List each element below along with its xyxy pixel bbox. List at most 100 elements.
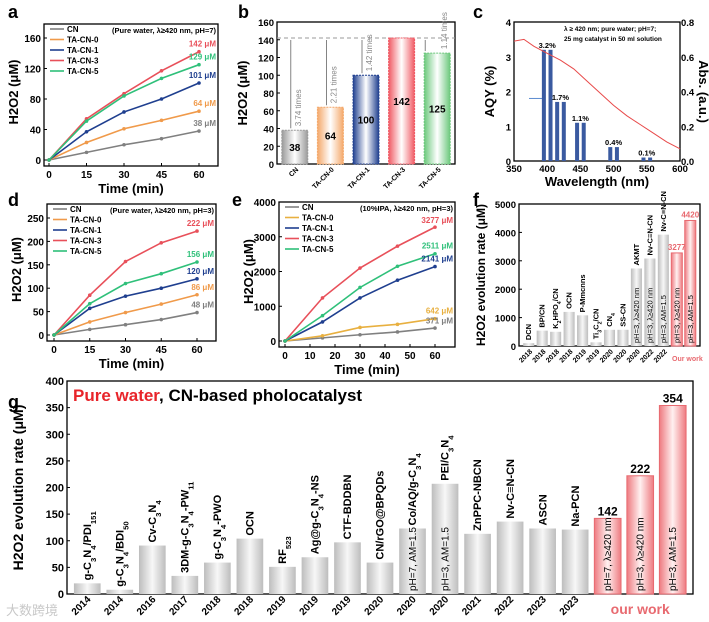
y-tick-label: 40 bbox=[30, 126, 42, 137]
y-tick-label: 0 bbox=[58, 589, 64, 601]
chart-f: 0 1000 2000 3000 4000 5000 DCN 2018 BP/CN 2018 K2H… bbox=[495, 191, 703, 364]
aqy-bar bbox=[555, 101, 560, 161]
x-tick-label: 2023 bbox=[558, 594, 582, 618]
bar bbox=[269, 566, 296, 594]
x-tick-label: 2020 bbox=[428, 594, 452, 618]
y-tick-label: 4000 bbox=[254, 198, 277, 209]
bar-condition-label: pH=3, λ≥420 nm bbox=[636, 517, 647, 591]
bar-TA-CN-0 bbox=[316, 106, 344, 165]
x-tick-label: 600 bbox=[672, 164, 688, 175]
bar-category-label: Na-PCN bbox=[570, 486, 582, 527]
bar bbox=[523, 343, 535, 346]
bar-category-label: g-C3N4/BDI50 bbox=[114, 521, 130, 586]
y-tick-label: 160 bbox=[258, 18, 274, 29]
bar-category-label: P-Mmcnns bbox=[578, 274, 587, 312]
series-line-TA-CN-0 bbox=[53, 293, 198, 336]
x-tick-label: 400 bbox=[539, 164, 555, 175]
x-tick-label: 2018 bbox=[233, 594, 257, 618]
bar-condition-label: pH=3, AM=1.5 bbox=[686, 295, 695, 343]
bar bbox=[630, 268, 642, 346]
watermark: 大数跨境 bbox=[6, 603, 59, 618]
y-tick-label: 100 bbox=[46, 536, 64, 548]
plot-frame bbox=[43, 23, 219, 167]
bar bbox=[138, 545, 166, 594]
x-tick-label: 10 bbox=[304, 351, 316, 362]
y-tick-label: 150 bbox=[46, 509, 64, 521]
ratio-label: 2.21 times bbox=[329, 66, 338, 103]
x-tick-label: 2018 bbox=[518, 348, 534, 364]
bar-TA-CN-5 bbox=[423, 52, 451, 165]
y-tick-label: 0 bbox=[506, 157, 511, 168]
x-tick-label: 15 bbox=[81, 170, 93, 181]
data-point bbox=[358, 296, 362, 300]
y-right-tick-label: 0.0 bbox=[681, 157, 694, 168]
data-point bbox=[122, 94, 126, 98]
bar-category-label: 3DM-g-C3N4-PW11 bbox=[180, 481, 196, 573]
y-tick-label: 20 bbox=[263, 142, 274, 153]
aqy-bar-label: 1.7% bbox=[552, 93, 569, 102]
data-point bbox=[195, 310, 199, 315]
bar bbox=[617, 329, 629, 346]
data-point bbox=[320, 333, 325, 338]
ratio-label: 1.42 times bbox=[365, 34, 374, 71]
aqy-bar bbox=[541, 49, 546, 161]
annotation: (Pure water, λ≥420 nm, pH=3) bbox=[110, 206, 214, 215]
data-point bbox=[395, 330, 400, 334]
annotation: 25 mg catalyst in 50 ml solution bbox=[564, 36, 662, 43]
y-right-tick-label: 0.6 bbox=[681, 53, 694, 64]
x-tick-label: 2020 bbox=[395, 594, 419, 618]
x-tick-label: 60 bbox=[429, 351, 441, 362]
end-value-label: 142 μM bbox=[189, 40, 216, 49]
bar bbox=[399, 528, 426, 594]
y-right-axis-label: Abs. (a.u.) bbox=[696, 60, 709, 123]
legend-label: TA-CN-3 bbox=[67, 57, 99, 66]
x-tick-label: 60 bbox=[191, 345, 203, 356]
bar-category-label: AKMT bbox=[632, 243, 641, 265]
data-point bbox=[87, 327, 92, 332]
data-point bbox=[87, 320, 92, 324]
data-point bbox=[123, 281, 128, 286]
bar-value-label: 4420 bbox=[681, 210, 699, 219]
bar bbox=[561, 529, 589, 594]
bar bbox=[529, 528, 556, 594]
bar-value-label: 142 bbox=[598, 504, 618, 518]
bar-CN bbox=[281, 129, 309, 165]
plot-frame bbox=[46, 203, 217, 342]
data-point bbox=[358, 325, 362, 330]
x-tick-label: 40 bbox=[379, 351, 391, 362]
x-tick-label: 450 bbox=[572, 164, 588, 175]
data-point bbox=[159, 118, 164, 123]
data-point bbox=[87, 301, 92, 306]
data-point bbox=[52, 333, 56, 337]
legend-label: CN bbox=[70, 205, 82, 214]
x-tick-label: 2019 bbox=[330, 594, 354, 618]
x-tick-label: 2019 bbox=[572, 348, 588, 364]
data-point bbox=[320, 320, 325, 324]
end-value-label: 642 μM bbox=[426, 307, 453, 316]
y-tick-label: 3000 bbox=[495, 257, 516, 268]
bar-value-label: 38 bbox=[289, 143, 301, 154]
bar bbox=[563, 311, 575, 346]
bar bbox=[301, 557, 329, 594]
chart-a: 0 40 80 120 160 0 15 30 45 60 Time (min) (Pure wate… bbox=[24, 23, 219, 196]
x-tick-label: 2018 bbox=[559, 348, 575, 364]
end-value-label: 120 μM bbox=[187, 267, 214, 276]
bar-category-label: Nv-C≡N-CN bbox=[645, 215, 654, 256]
x-tick-label: 0 bbox=[46, 170, 52, 181]
bar-category-label: Nv-C≡N-CN bbox=[659, 191, 668, 232]
end-value-label: 86 μM bbox=[191, 283, 214, 292]
panel-label-f: f bbox=[473, 190, 480, 210]
legend-label: TA-CN-5 bbox=[302, 245, 334, 254]
bar-category-label: CN/rGO@BPQDs bbox=[375, 471, 387, 560]
annotation: (Pure water, λ≥420 nm, pH=7) bbox=[112, 26, 216, 35]
bar-category-label: CN4 bbox=[605, 313, 617, 327]
plot-frame bbox=[513, 21, 681, 162]
y-tick-label: 0 bbox=[270, 337, 276, 348]
bar bbox=[171, 575, 199, 594]
data-point bbox=[84, 140, 89, 145]
x-axis-label: Time (min) bbox=[99, 356, 165, 371]
legend-label: CN bbox=[302, 203, 314, 212]
end-value-label: 101 μM bbox=[189, 71, 216, 80]
aqy-bar bbox=[548, 49, 553, 161]
